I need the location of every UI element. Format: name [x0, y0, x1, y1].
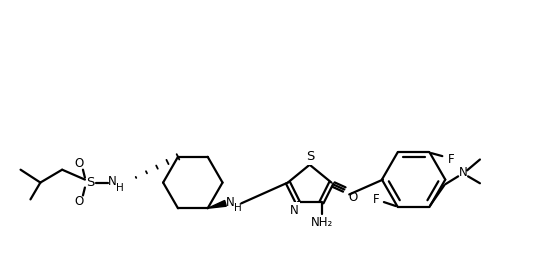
Text: S: S [86, 176, 94, 189]
Text: F: F [373, 193, 380, 206]
Text: S: S [306, 150, 315, 163]
Text: O: O [74, 157, 84, 170]
Text: N: N [108, 175, 117, 188]
Text: NH₂: NH₂ [310, 216, 333, 229]
Text: N: N [459, 166, 468, 179]
Text: F: F [448, 153, 454, 166]
Text: N: N [289, 204, 298, 217]
Text: N: N [226, 196, 235, 209]
Text: O: O [74, 195, 84, 208]
Text: O: O [349, 191, 358, 204]
Polygon shape [208, 200, 226, 208]
Text: H: H [234, 203, 241, 213]
Text: H: H [116, 183, 123, 192]
